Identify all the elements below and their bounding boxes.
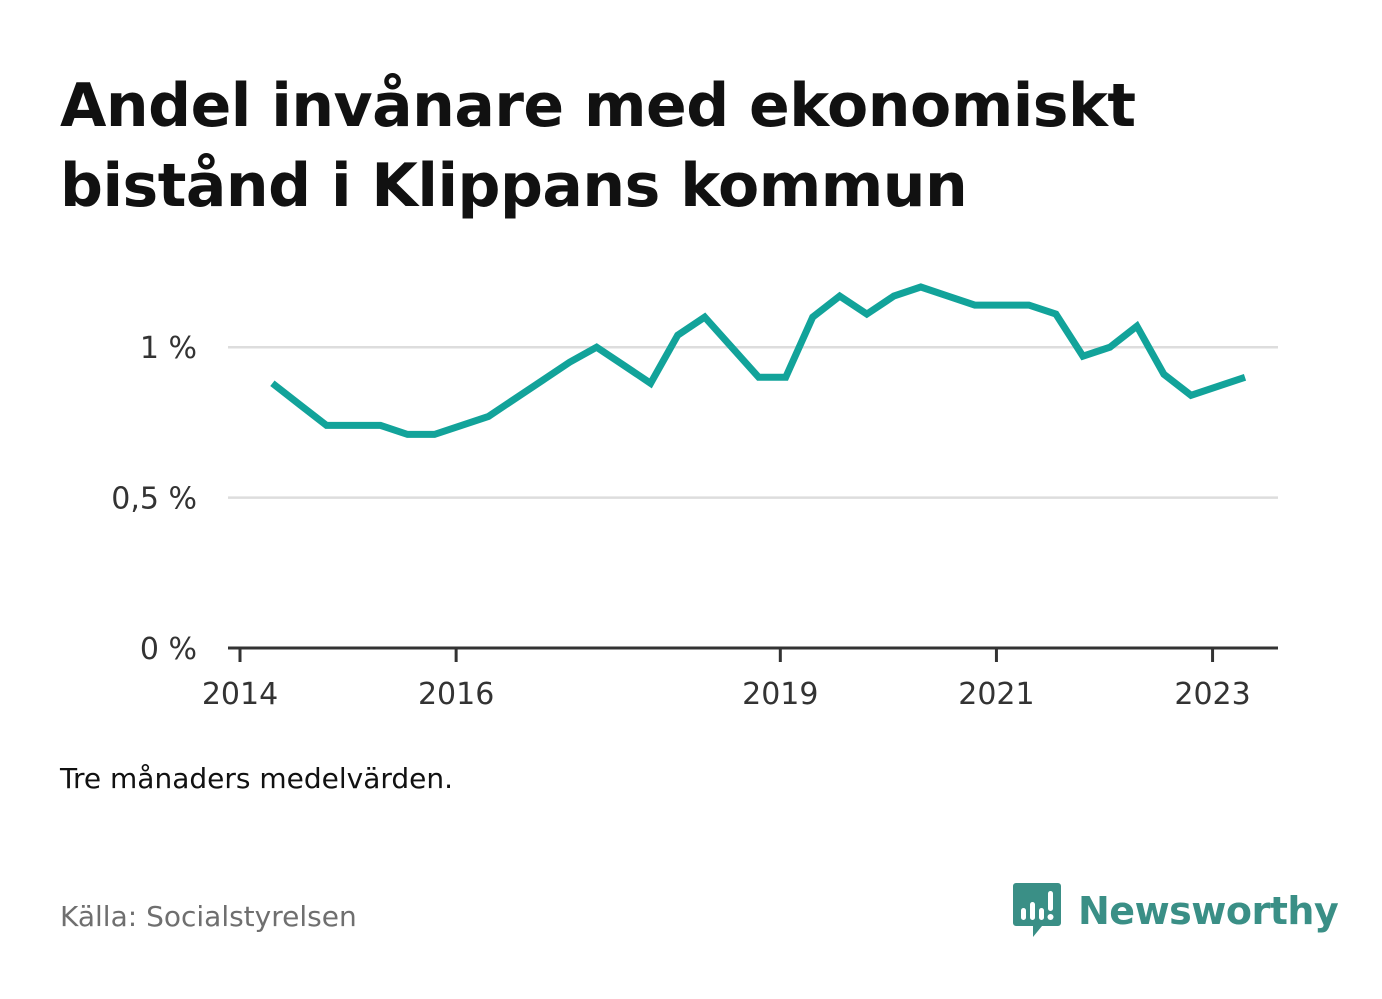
x-tick-label: 2019 — [742, 677, 818, 712]
x-tick-label: 2016 — [418, 677, 494, 712]
x-tick-label: 2023 — [1174, 677, 1250, 712]
series-layer — [270, 283, 1247, 438]
newsworthy-logo[interactable]: Newsworthy — [1012, 880, 1339, 942]
x-tick-label: 2021 — [958, 677, 1034, 712]
y-tick-label: 0 % — [140, 632, 197, 667]
y-tick-label: 1 % — [140, 331, 197, 366]
chart-note: Tre månaders medelvärden. — [60, 762, 454, 795]
source-credit: Källa: Socialstyrelsen — [60, 900, 357, 933]
x-tick-label: 2014 — [202, 677, 278, 712]
y-axis-tick-labels: 0 % 0,5 % 1 % — [111, 331, 197, 667]
x-axis-ticks: 2014 2016 2019 2021 2023 — [202, 648, 1251, 712]
chart-title: Andel invånare med ekonomiskt bistånd i … — [60, 71, 1136, 221]
y-tick-label: 0,5 % — [111, 482, 197, 517]
series-line — [270, 283, 1247, 438]
bar-chart-speech-bubble-icon — [1013, 883, 1061, 937]
brand-name: Newsworthy — [1078, 889, 1339, 933]
